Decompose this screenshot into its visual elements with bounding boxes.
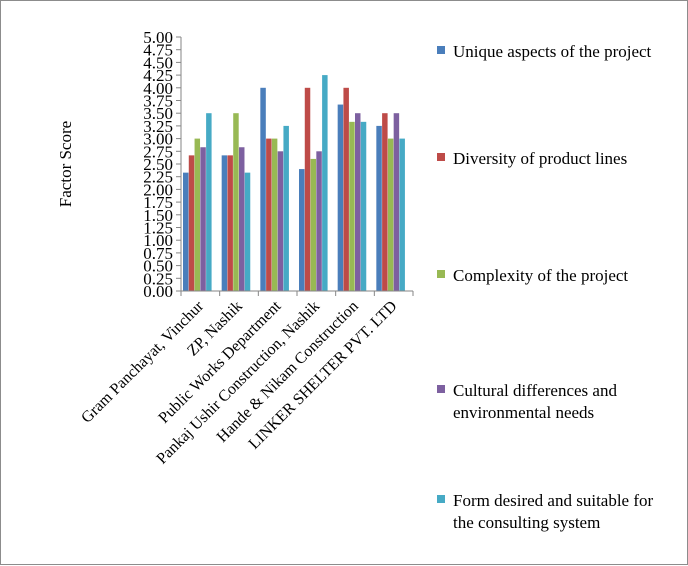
y-tick-label: 2.00 xyxy=(143,180,173,199)
y-tick-label: 2.25 xyxy=(143,168,173,187)
y-tick-label: 0.00 xyxy=(143,282,173,301)
y-tick-label: 1.25 xyxy=(143,219,173,238)
legend: Unique aspects of the project Diversity o… xyxy=(437,42,654,532)
bar-series-0-cat-5 xyxy=(376,125,382,292)
legend-swatch-0 xyxy=(437,46,445,54)
y-tick-label: 4.75 xyxy=(143,41,173,60)
bar-series-0-cat-3 xyxy=(299,169,305,291)
bar-series-3-cat-4 xyxy=(355,113,361,291)
y-tick-label: 2.50 xyxy=(143,155,173,174)
legend-label-1: Diversity of product lines xyxy=(453,149,627,168)
bar-series-3-cat-1 xyxy=(239,147,245,291)
legend-swatch-3 xyxy=(437,385,445,393)
y-tick-label: 3.25 xyxy=(143,117,173,136)
bar-series-4-cat-5 xyxy=(399,138,405,291)
bar-series-1-cat-0 xyxy=(188,155,195,291)
y-tick-label: 3.00 xyxy=(143,130,173,149)
y-axis-title: Factor Score xyxy=(56,121,75,207)
bar-series-2-cat-2 xyxy=(271,138,278,291)
bar-series-1-cat-5 xyxy=(382,113,388,291)
bar-series-4-cat-4 xyxy=(360,121,367,291)
legend-label-2: Complexity of the project xyxy=(453,266,628,285)
y-tick-label: 0.25 xyxy=(143,269,173,288)
bar-series-0-cat-1 xyxy=(221,155,228,291)
y-tick-label: 2.75 xyxy=(143,142,173,161)
bars-layer xyxy=(183,75,405,292)
y-tick-label: 1.50 xyxy=(143,206,173,225)
y-tick-label: 0.50 xyxy=(143,257,173,276)
bar-series-2-cat-3 xyxy=(310,158,317,291)
y-tick-label: 5.00 xyxy=(143,28,173,47)
y-tick-label: 0.75 xyxy=(143,244,173,263)
bar-series-2-cat-0 xyxy=(194,138,201,291)
legend-label-4: Form desired and suitable for the consult… xyxy=(453,491,654,532)
x-category-label: Gram Panchayat, Vinchur xyxy=(78,297,207,426)
legend-label-0: Unique aspects of the project xyxy=(453,42,652,61)
bar-series-4-cat-2 xyxy=(283,125,289,292)
legend-label-3: Cultural differences and environmental ne… xyxy=(453,381,617,422)
bar-series-4-cat-1 xyxy=(244,172,251,291)
y-tick-label: 1.75 xyxy=(143,193,173,212)
bar-series-4-cat-0 xyxy=(206,113,212,291)
bar-series-2-cat-4 xyxy=(349,121,355,291)
y-tick-label: 4.25 xyxy=(143,66,173,85)
legend-swatch-1 xyxy=(437,153,445,161)
bar-series-3-cat-0 xyxy=(200,147,206,291)
bar-series-0-cat-4 xyxy=(337,104,344,291)
legend-swatch-2 xyxy=(437,270,445,278)
bar-series-1-cat-4 xyxy=(343,87,349,291)
y-tick-label: 4.00 xyxy=(143,79,173,98)
y-tick-label: 4.50 xyxy=(143,53,173,72)
bar-series-2-cat-1 xyxy=(233,113,239,291)
bar-series-1-cat-1 xyxy=(227,155,233,291)
bar-series-0-cat-0 xyxy=(183,172,189,291)
bar-series-3-cat-2 xyxy=(277,151,284,291)
bar-series-3-cat-5 xyxy=(393,113,400,291)
y-tick-label: 3.50 xyxy=(143,104,173,123)
bar-series-1-cat-3 xyxy=(304,87,311,291)
bar-series-2-cat-5 xyxy=(387,138,394,291)
legend-swatch-4 xyxy=(437,495,445,503)
axes-layer xyxy=(176,36,414,296)
bar-series-4-cat-3 xyxy=(322,75,328,291)
y-tick-label: 3.75 xyxy=(143,92,173,111)
y-tick-label: 1.00 xyxy=(143,231,173,250)
bar-series-0-cat-2 xyxy=(260,87,266,291)
bar-series-1-cat-2 xyxy=(266,138,272,291)
bar-series-3-cat-3 xyxy=(316,151,322,291)
